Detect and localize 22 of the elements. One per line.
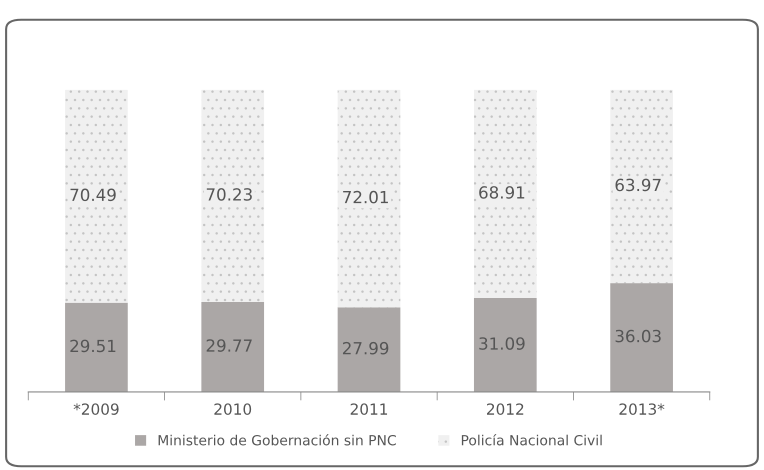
x-tick-label: *2009: [74, 403, 119, 415]
data-label: 70.23: [206, 188, 252, 201]
legend-label: Policía Nacional Civil: [462, 434, 602, 446]
bar: [474, 90, 537, 298]
data-label: 70.49: [70, 188, 116, 202]
data-label: 68.91: [479, 186, 524, 199]
bar: [65, 90, 128, 303]
data-label: 29.51: [70, 340, 116, 352]
data-label: 72.01: [343, 190, 388, 204]
data-label: 29.77: [206, 339, 252, 352]
data-label: 36.03: [616, 330, 661, 342]
data-label: 63.97: [616, 178, 661, 192]
x-tick-label: 2010: [214, 403, 252, 415]
x-tick-label: 2013*: [619, 403, 664, 415]
x-tick-label: 2012: [486, 403, 524, 415]
legend-label: Ministerio de Gobernación sin PNC: [158, 434, 396, 446]
bar: [610, 90, 673, 284]
data-label: 31.09: [479, 337, 525, 350]
bar: [201, 90, 264, 302]
data-label: 27.99: [342, 342, 388, 355]
bar: [338, 90, 400, 308]
x-tick-label: 2011: [350, 403, 388, 415]
